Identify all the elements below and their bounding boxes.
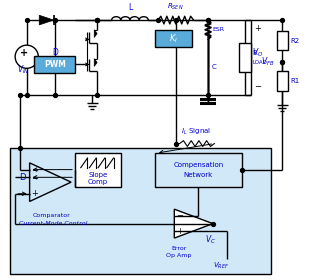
Text: +: + xyxy=(176,227,183,236)
Text: Current-Mode Control: Current-Mode Control xyxy=(19,221,87,226)
Text: −: − xyxy=(31,166,38,175)
Text: Comp: Comp xyxy=(88,179,108,185)
Text: C: C xyxy=(212,64,217,70)
Text: $V_{IN}$: $V_{IN}$ xyxy=(17,63,30,76)
Polygon shape xyxy=(30,163,71,201)
Text: $V_O$: $V_O$ xyxy=(253,47,264,59)
Polygon shape xyxy=(94,59,97,66)
Text: Op Amp: Op Amp xyxy=(166,253,192,258)
Text: PWM: PWM xyxy=(44,60,66,69)
Text: R1: R1 xyxy=(290,78,299,84)
Text: D: D xyxy=(19,173,26,182)
Text: LOAD: LOAD xyxy=(253,60,267,65)
Text: $I_L$ Signal: $I_L$ Signal xyxy=(181,127,211,137)
Polygon shape xyxy=(39,15,54,25)
Polygon shape xyxy=(94,30,97,38)
Text: −: − xyxy=(254,83,261,92)
Text: +: + xyxy=(31,189,38,198)
Text: Error: Error xyxy=(171,246,187,251)
Text: Network: Network xyxy=(184,172,213,178)
Text: R2: R2 xyxy=(290,38,299,44)
Text: +: + xyxy=(254,24,261,33)
Bar xyxy=(239,43,251,72)
Text: −: − xyxy=(31,174,38,183)
Bar xyxy=(155,153,242,187)
Text: +: + xyxy=(20,48,28,58)
Text: Comparator: Comparator xyxy=(33,213,70,218)
Text: R: R xyxy=(253,50,257,56)
Bar xyxy=(276,31,288,50)
Bar xyxy=(35,56,75,73)
Bar xyxy=(276,71,288,90)
Text: $V_C$: $V_C$ xyxy=(206,233,216,246)
Text: $V_{FB}$: $V_{FB}$ xyxy=(261,55,275,68)
Circle shape xyxy=(15,45,38,68)
Text: L: L xyxy=(128,3,132,12)
Text: $V_{REF}$: $V_{REF}$ xyxy=(212,261,229,271)
Bar xyxy=(75,153,121,187)
Text: $R_{SEN}$: $R_{SEN}$ xyxy=(167,2,184,12)
Text: ESR: ESR xyxy=(212,27,224,32)
Text: D: D xyxy=(52,48,58,57)
Text: Slope: Slope xyxy=(88,172,108,178)
Text: $K_I$: $K_I$ xyxy=(169,32,178,45)
Bar xyxy=(155,30,192,47)
Bar xyxy=(10,148,271,274)
Text: −: − xyxy=(176,211,183,220)
Text: Compensation: Compensation xyxy=(173,162,224,168)
Polygon shape xyxy=(174,209,213,238)
